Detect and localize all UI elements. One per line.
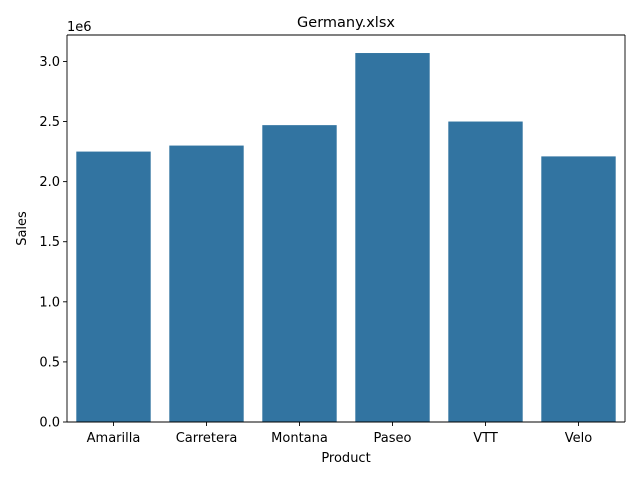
- bar-vtt: [448, 121, 523, 422]
- y-offset-label: 1e6: [67, 20, 92, 35]
- bar-carretera: [169, 145, 244, 423]
- y-tick-label: 3.0: [39, 55, 60, 70]
- y-tick-label: 1.0: [39, 295, 60, 310]
- x-tick-label: Velo: [565, 431, 592, 446]
- x-axis-ticks: Amarilla Carretera Montana Paseo VTT Velo: [87, 422, 592, 446]
- x-tick-label: Montana: [271, 431, 328, 446]
- y-axis-ticks: 0.0 0.5 1.0 1.5 2.0 2.5 3.0: [39, 55, 67, 431]
- bars-group: [76, 53, 616, 423]
- y-tick-label: 0.5: [39, 355, 60, 370]
- x-axis-label: Product: [321, 451, 370, 466]
- bar-amarilla: [76, 151, 151, 422]
- y-tick-label: 2.0: [39, 175, 60, 190]
- y-tick-label: 1.5: [39, 235, 60, 250]
- x-tick-label: Amarilla: [87, 431, 141, 446]
- x-tick-label: Carretera: [176, 431, 238, 446]
- x-tick-label: Paseo: [374, 431, 412, 446]
- bar-paseo: [355, 53, 430, 422]
- chart-title: Germany.xlsx: [297, 15, 395, 31]
- y-tick-label: 0.0: [39, 416, 60, 431]
- bar-velo: [541, 156, 616, 423]
- y-tick-label: 2.5: [39, 115, 60, 130]
- bar-montana: [262, 125, 337, 422]
- x-tick-label: VTT: [473, 431, 498, 446]
- y-axis-label: Sales: [15, 211, 30, 246]
